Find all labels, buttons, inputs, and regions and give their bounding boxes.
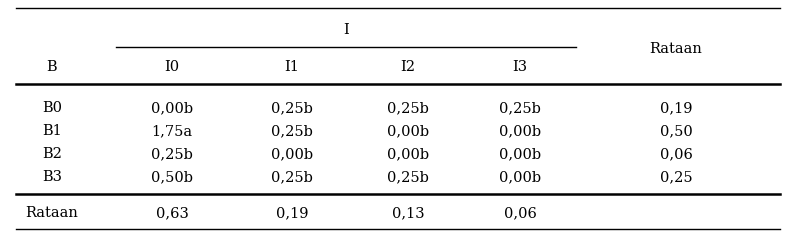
Text: I: I	[343, 23, 349, 37]
Text: 0,25b: 0,25b	[387, 170, 429, 184]
Text: 0,19: 0,19	[660, 100, 692, 114]
Text: Rataan: Rataan	[26, 206, 78, 219]
Text: 1,75a: 1,75a	[151, 124, 193, 137]
Text: B2: B2	[42, 147, 62, 161]
Text: B: B	[46, 60, 58, 74]
Text: 0,00b: 0,00b	[387, 124, 429, 137]
Text: 0,63: 0,63	[155, 206, 189, 219]
Text: 0,50: 0,50	[660, 124, 692, 137]
Text: 0,00b: 0,00b	[499, 147, 541, 161]
Text: Rataan: Rataan	[650, 42, 702, 55]
Text: I1: I1	[285, 60, 299, 74]
Text: 0,06: 0,06	[503, 206, 537, 219]
Text: I0: I0	[165, 60, 179, 74]
Text: 0,13: 0,13	[392, 206, 424, 219]
Text: I2: I2	[401, 60, 415, 74]
Text: 0,25b: 0,25b	[499, 100, 541, 114]
Text: 0,25b: 0,25b	[271, 170, 313, 184]
Text: 0,00b: 0,00b	[499, 170, 541, 184]
Text: 0,25b: 0,25b	[271, 124, 313, 137]
Text: 0,25: 0,25	[660, 170, 692, 184]
Text: I3: I3	[513, 60, 527, 74]
Text: 0,50b: 0,50b	[151, 170, 193, 184]
Text: 0,19: 0,19	[276, 206, 308, 219]
Text: 0,06: 0,06	[659, 147, 693, 161]
Text: B1: B1	[42, 124, 62, 137]
Text: 0,00b: 0,00b	[151, 100, 193, 114]
Text: 0,00b: 0,00b	[499, 124, 541, 137]
Text: 0,25b: 0,25b	[271, 100, 313, 114]
Text: B0: B0	[42, 100, 62, 114]
Text: 0,25b: 0,25b	[387, 100, 429, 114]
Text: 0,25b: 0,25b	[151, 147, 193, 161]
Text: B3: B3	[42, 170, 62, 184]
Text: 0,00b: 0,00b	[271, 147, 313, 161]
Text: 0,00b: 0,00b	[387, 147, 429, 161]
